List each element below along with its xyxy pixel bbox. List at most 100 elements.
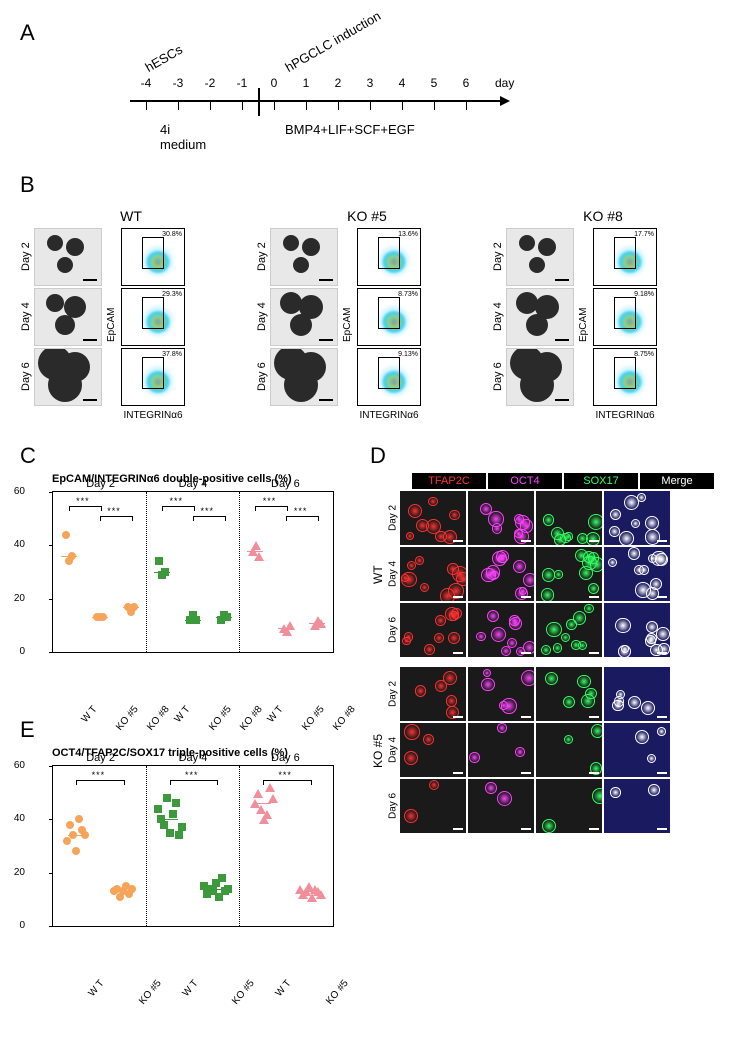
y-tick-label: 60 — [14, 760, 25, 771]
data-point — [251, 541, 261, 550]
if-tile — [604, 603, 670, 657]
facs-plot: 30.8% — [121, 228, 185, 286]
a-tick — [402, 100, 403, 110]
data-point — [254, 552, 264, 561]
data-point — [253, 789, 263, 798]
c-day6: Day 6 — [239, 478, 331, 490]
facs-percent: 9.13% — [398, 351, 418, 358]
if-tile — [400, 547, 466, 601]
if-tile — [468, 667, 534, 721]
data-point — [262, 810, 272, 819]
d-channel-label: TFAP2C — [412, 473, 486, 489]
aggregate-image — [506, 228, 574, 286]
y-tick-label: 0 — [19, 920, 25, 931]
data-point — [62, 531, 70, 539]
d-day-label: Day 4 — [386, 547, 400, 601]
if-tile — [604, 491, 670, 545]
if-tile — [536, 547, 602, 601]
a-tick — [210, 100, 211, 110]
data-point — [169, 810, 177, 818]
d-genotype-label: WT — [370, 491, 386, 659]
if-tile — [400, 779, 466, 833]
data-point — [175, 831, 183, 839]
facs-percent: 13.6% — [398, 231, 418, 238]
a-day-num: 5 — [418, 76, 450, 90]
c-day4: Day 4 — [147, 478, 239, 490]
sig-stars: *** — [169, 496, 183, 506]
a-tick — [274, 100, 275, 110]
y-tick-label: 20 — [14, 593, 25, 604]
aggregate-image — [270, 288, 338, 346]
b-column: KO #8Day 2Day 4Day 6EpCAM17.7%9.18%8.75%… — [492, 208, 714, 421]
b-genotype-title: WT — [20, 208, 242, 224]
if-tile — [536, 667, 602, 721]
if-tile — [536, 603, 602, 657]
a-day-num: 6 — [450, 76, 482, 90]
a-day-num: 3 — [354, 76, 386, 90]
data-point — [163, 794, 171, 802]
a-tick — [434, 100, 435, 110]
data-point — [268, 794, 278, 803]
panel-b: WTDay 2Day 4Day 6EpCAM30.8%29.3%37.8%INT… — [20, 208, 714, 421]
facs-percent: 9.18% — [634, 291, 654, 298]
sig-stars: *** — [263, 496, 277, 506]
if-tile — [400, 603, 466, 657]
d-channel-label: Merge — [640, 473, 714, 489]
a-tick — [466, 100, 467, 110]
c-day2: Day 2 — [54, 478, 146, 490]
sig-stars: *** — [76, 496, 90, 506]
if-tile — [400, 667, 466, 721]
panel-label-d: D — [370, 443, 714, 469]
x-tick-label: W T — [87, 978, 107, 999]
aggregate-image — [34, 228, 102, 286]
a-day-num: -2 — [194, 76, 226, 90]
x-tick-label: W T — [180, 978, 200, 999]
facs-y-axis: EpCAM — [106, 228, 117, 421]
facs-percent: 8.75% — [634, 351, 654, 358]
d-genotype-label: KO #5 — [370, 667, 386, 835]
if-tile — [604, 779, 670, 833]
data-point — [316, 890, 326, 899]
d-day-label: Day 2 — [386, 491, 400, 545]
panel-a: hESCs hPGCLC induction -4-3-2-10123456 d… — [90, 52, 714, 172]
b-genotype-title: KO #5 — [256, 208, 478, 224]
a-medium-left: 4i medium — [160, 122, 206, 152]
data-point — [224, 885, 232, 893]
sig-stars: *** — [185, 770, 199, 780]
if-tile — [468, 603, 534, 657]
chart-c-col-labels: Day 2Day 4Day 6 — [53, 478, 333, 490]
data-point — [155, 557, 163, 565]
a-day-label: day — [495, 76, 514, 90]
facs-plot: 17.7% — [593, 228, 657, 286]
b-day-label: Day 2 — [20, 229, 32, 285]
aggregate-image — [34, 348, 102, 406]
sig-stars: *** — [278, 770, 292, 780]
if-tile — [468, 547, 534, 601]
e-day2: Day 2 — [54, 752, 146, 764]
if-tile — [400, 723, 466, 777]
y-tick-label: 40 — [14, 813, 25, 824]
b-day-label: Day 4 — [20, 289, 32, 345]
a-days-row: -4-3-2-10123456 — [130, 76, 482, 90]
e-day4: Day 4 — [147, 752, 239, 764]
facs-percent: 8.73% — [398, 291, 418, 298]
panel-label-b: B — [20, 172, 714, 198]
b-day-label: Day 6 — [256, 349, 268, 405]
facs-y-axis: EpCAM — [578, 228, 589, 421]
facs-plot: 8.75% — [593, 348, 657, 406]
facs-plot: 9.13% — [357, 348, 421, 406]
x-tick-label: KO #5 — [230, 978, 257, 1007]
facs-plot: 13.6% — [357, 228, 421, 286]
chart-c: Day 2Day 4Day 6 0204060 W TKO #5KO #8W T… — [52, 491, 334, 653]
facs-plot: 9.18% — [593, 288, 657, 346]
if-tile — [536, 723, 602, 777]
facs-y-axis: EpCAM — [342, 228, 353, 421]
facs-plot: 29.3% — [121, 288, 185, 346]
b-column: WTDay 2Day 4Day 6EpCAM30.8%29.3%37.8%INT… — [20, 208, 242, 421]
a-tick — [370, 100, 371, 110]
x-tick-label: KO #5 — [137, 978, 164, 1007]
b-day-label: Day 2 — [492, 229, 504, 285]
chart-e: Day 2Day 4Day 6 0204060 W TKO #5W TKO #5… — [52, 765, 334, 927]
y-tick-label: 40 — [14, 539, 25, 550]
a-tick — [338, 100, 339, 110]
